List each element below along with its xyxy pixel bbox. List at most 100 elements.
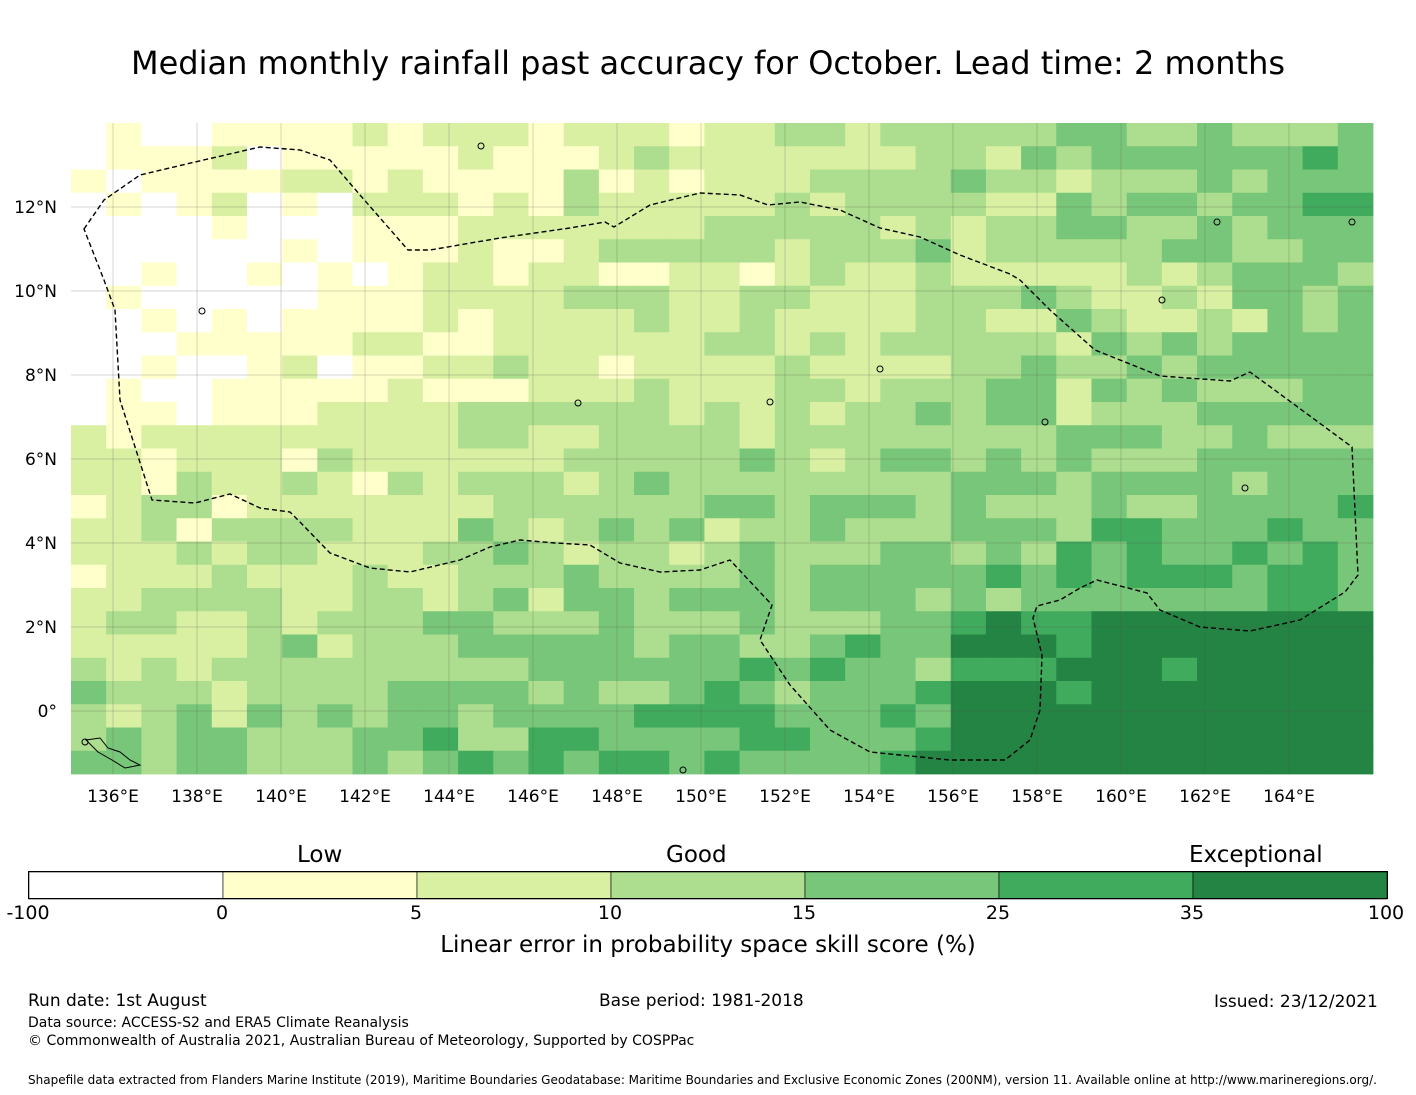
grid-cell xyxy=(1197,262,1233,287)
grid-cell xyxy=(634,541,670,566)
grid-cell xyxy=(704,169,740,194)
grid-cell xyxy=(1197,216,1233,240)
grid-cell xyxy=(493,146,529,170)
grid-cell xyxy=(1161,332,1198,356)
grid-cell xyxy=(387,634,424,659)
grid-cell xyxy=(1267,495,1304,519)
grid-cell xyxy=(528,216,565,240)
grid-cell xyxy=(1161,425,1198,449)
grid-cell xyxy=(387,402,424,426)
islands xyxy=(81,142,1356,774)
grid-cell xyxy=(71,355,107,380)
grid-cell xyxy=(915,471,952,496)
grid-cell xyxy=(845,588,881,612)
grid-cell xyxy=(704,541,740,566)
grid-cell xyxy=(176,309,213,333)
grid-cell xyxy=(1337,750,1374,775)
grid-cell xyxy=(387,146,424,170)
grid-cell xyxy=(282,448,318,473)
grid-cell xyxy=(1232,541,1268,566)
lon-tick-label: 164°E xyxy=(1263,787,1315,807)
grid-cell xyxy=(1091,169,1128,194)
grid-cell xyxy=(598,402,635,426)
grid-cell xyxy=(1021,518,1057,542)
grid-cell xyxy=(317,332,353,356)
grid-cell xyxy=(739,425,776,449)
grid-cell xyxy=(1302,216,1339,240)
grid-cell xyxy=(352,518,389,542)
grid-cell xyxy=(246,262,283,287)
grid-cell xyxy=(563,378,600,403)
grid-cell xyxy=(422,750,459,775)
lon-tick-label: 156°E xyxy=(927,787,979,807)
grid-cell xyxy=(845,681,881,705)
grid-cell xyxy=(528,681,565,705)
grid-cell xyxy=(598,262,635,287)
grid-cell xyxy=(1161,123,1198,147)
grid-cell xyxy=(528,146,565,170)
grid-cell xyxy=(669,727,705,752)
grid-cell xyxy=(669,332,705,356)
grid-cell xyxy=(880,262,916,287)
grid-cell xyxy=(528,588,565,612)
grid-cell xyxy=(809,727,846,752)
lon-tick-label: 160°E xyxy=(1095,787,1147,807)
colorbar-swatch xyxy=(416,871,612,900)
grid-cell xyxy=(1302,750,1339,775)
grid-cell xyxy=(669,634,705,659)
grid-cell xyxy=(880,425,916,449)
grid-cell xyxy=(950,681,987,705)
grid-cell xyxy=(1056,634,1092,659)
grid-cell xyxy=(317,541,353,566)
grid-cell xyxy=(1232,611,1268,635)
grid-cell xyxy=(985,541,1022,566)
grid-cell xyxy=(739,169,776,194)
grid-cell xyxy=(211,285,248,310)
grid-cell xyxy=(985,239,1022,263)
grid-cell xyxy=(211,146,248,170)
grid-cell xyxy=(1232,262,1268,287)
grid-cell xyxy=(915,448,952,473)
grid-cell xyxy=(950,355,987,380)
grid-cell xyxy=(1126,239,1163,263)
grid-cell xyxy=(211,634,248,659)
grid-cell xyxy=(598,704,635,728)
grid-cell xyxy=(71,681,107,705)
grid-cell xyxy=(1091,634,1128,659)
grid-cell xyxy=(1126,309,1163,333)
grid-cell xyxy=(634,518,670,542)
colorbar-tick: 25 xyxy=(985,902,1011,924)
grid-cell xyxy=(915,262,952,287)
lon-tick-label: 136°E xyxy=(87,787,139,807)
grid-cell xyxy=(985,425,1022,449)
grid-cell xyxy=(176,541,213,566)
grid-cell xyxy=(493,402,529,426)
island-outline xyxy=(1041,418,1049,426)
grid-cell xyxy=(1056,239,1092,263)
grid-cell xyxy=(387,216,424,240)
grid-cell xyxy=(317,681,353,705)
grid-cell xyxy=(985,564,1022,589)
legend-category-low: Low xyxy=(297,842,343,868)
grid-cell xyxy=(528,169,565,194)
grid-cell xyxy=(317,495,353,519)
grid-cell xyxy=(845,518,881,542)
grid-cell xyxy=(1161,727,1198,752)
colorbar-swatch xyxy=(804,871,1000,900)
grid-cell xyxy=(1056,448,1092,473)
grid-cell xyxy=(282,332,318,356)
grid-cell xyxy=(1021,471,1057,496)
grid-cell xyxy=(282,123,318,147)
grid-cell xyxy=(809,332,846,356)
grid-cell xyxy=(1056,495,1092,519)
grid-cell xyxy=(352,355,389,380)
grid-cell xyxy=(880,588,916,612)
grid-cell xyxy=(1337,216,1374,240)
grid-cell xyxy=(246,541,283,566)
grid-cell xyxy=(563,448,600,473)
grid-cell xyxy=(352,495,389,519)
grid-cell xyxy=(282,727,318,752)
grid-cell xyxy=(422,681,459,705)
grid-cell xyxy=(1091,332,1128,356)
grid-cell xyxy=(950,285,987,310)
